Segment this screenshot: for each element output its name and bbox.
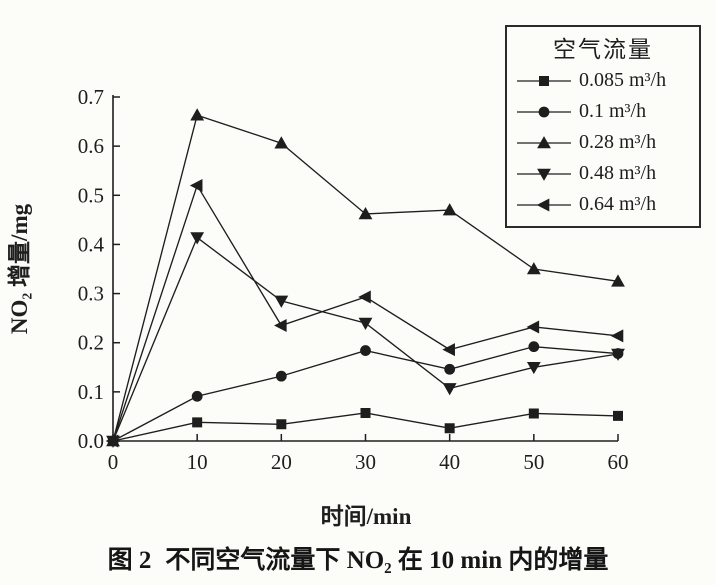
series-triangle-down — [106, 232, 625, 448]
caption-text: 不同空气流量下 NO₂ 在 10 min 内的增量 — [165, 547, 609, 574]
triangle-up-icon — [537, 135, 551, 148]
legend-item: 0.1 m³/h — [507, 96, 699, 127]
y-axis-label: NO₂ 增量/mg — [6, 203, 32, 334]
square-icon — [539, 75, 549, 86]
caption-label: 图 2 — [107, 547, 152, 574]
y-tick-label: 0.1 — [78, 380, 104, 404]
y-tick-label: 0.3 — [78, 282, 104, 306]
x-tick-label: 30 — [355, 450, 376, 474]
legend-item: 0.64 m³/h — [507, 189, 699, 220]
x-tick-label: 20 — [271, 450, 292, 474]
x-tick-label: 60 — [608, 450, 629, 474]
axes: 0 10 20 30 40 50 60 0.0 0.1 0.2 0.3 0.4 0.5 0.6 0.7 — [78, 85, 629, 474]
legend: 空气流量 0.085 m³/h 0.1 m³/h 0.28 m³/h 0.48 m³/… — [505, 25, 701, 228]
y-tick-label: 0.4 — [78, 232, 105, 256]
x-tick-label: 50 — [523, 450, 544, 474]
legend-circle-marker-icon — [517, 106, 571, 117]
circle-icon — [538, 106, 550, 117]
y-tick-label: 0.7 — [78, 85, 104, 109]
legend-item: 0.28 m³/h — [507, 127, 699, 158]
legend-triangle-left-marker-icon — [517, 198, 571, 211]
legend-square-marker-icon — [517, 75, 571, 86]
y-tick-label: 0.2 — [78, 331, 104, 355]
series-layer — [105, 108, 625, 448]
square-markers — [108, 407, 623, 446]
series-line — [112, 345, 619, 442]
legend-item: 0.48 m³/h — [507, 158, 699, 189]
legend-label: 0.64 m³/h — [579, 193, 657, 215]
triangle-down-icon — [537, 168, 551, 181]
x-tick-label: 0 — [108, 450, 119, 474]
legend-rows: 0.085 m³/h 0.1 m³/h 0.28 m³/h 0.48 m³/h 0.64… — [507, 65, 699, 220]
series-triangle-up — [106, 108, 625, 447]
x-tick-label: 40 — [439, 450, 460, 474]
legend-item: 0.085 m³/h — [507, 65, 699, 96]
series-triangle-left — [105, 178, 624, 448]
legend-label: 0.48 m³/h — [579, 162, 657, 184]
legend-title: 空气流量 — [553, 37, 653, 62]
x-axis-label: 时间/min — [321, 504, 412, 529]
legend-triangle-down-marker-icon — [517, 168, 571, 181]
circle-markers — [107, 341, 624, 447]
series-circle — [107, 341, 624, 447]
series-square — [108, 407, 623, 446]
y-tick-label: 0.5 — [78, 183, 104, 207]
figure-caption: 图 2 不同空气流量下 NO₂ 在 10 min 内的增量 — [0, 540, 716, 576]
triangle-left-icon — [536, 198, 550, 211]
legend-label: 0.085 m³/h — [579, 69, 667, 91]
legend-label: 0.1 m³/h — [579, 100, 647, 122]
y-tick-label: 0.6 — [78, 134, 104, 158]
legend-triangle-up-marker-icon — [517, 135, 571, 148]
x-tick-label: 10 — [187, 450, 208, 474]
y-tick-label: 0.0 — [78, 429, 104, 453]
legend-label: 0.28 m³/h — [579, 131, 657, 153]
no2-increase-line-chart: 0 10 20 30 40 50 60 0.0 0.1 0.2 0.3 0.4 0.5 0.6 0.7 NO… — [6, 85, 629, 529]
